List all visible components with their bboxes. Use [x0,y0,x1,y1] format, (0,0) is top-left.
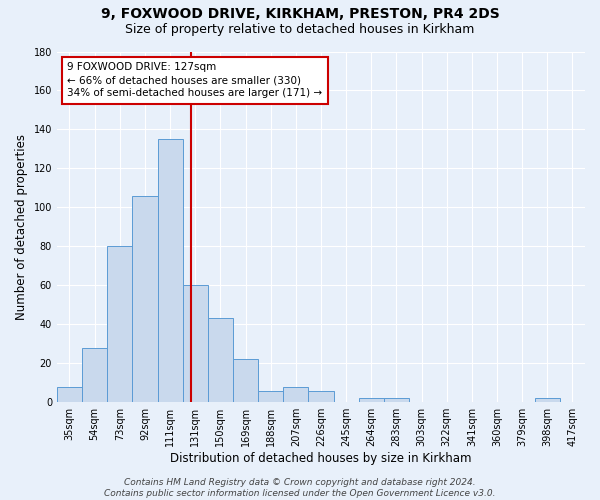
Text: 9 FOXWOOD DRIVE: 127sqm
← 66% of detached houses are smaller (330)
34% of semi-d: 9 FOXWOOD DRIVE: 127sqm ← 66% of detache… [67,62,323,98]
X-axis label: Distribution of detached houses by size in Kirkham: Distribution of detached houses by size … [170,452,472,465]
Bar [359,398,384,402]
Text: 9, FOXWOOD DRIVE, KIRKHAM, PRESTON, PR4 2DS: 9, FOXWOOD DRIVE, KIRKHAM, PRESTON, PR4 … [101,8,499,22]
Text: Contains HM Land Registry data © Crown copyright and database right 2024.
Contai: Contains HM Land Registry data © Crown c… [104,478,496,498]
Bar [82,348,107,402]
Bar [107,246,133,402]
Text: Size of property relative to detached houses in Kirkham: Size of property relative to detached ho… [125,22,475,36]
Bar [308,390,334,402]
Bar [535,398,560,402]
Bar [233,360,258,402]
Bar [57,386,82,402]
Bar [182,286,208,402]
Bar [208,318,233,402]
Bar [158,139,182,402]
Y-axis label: Number of detached properties: Number of detached properties [15,134,28,320]
Bar [133,196,158,402]
Bar [258,390,283,402]
Bar [384,398,409,402]
Bar [283,386,308,402]
